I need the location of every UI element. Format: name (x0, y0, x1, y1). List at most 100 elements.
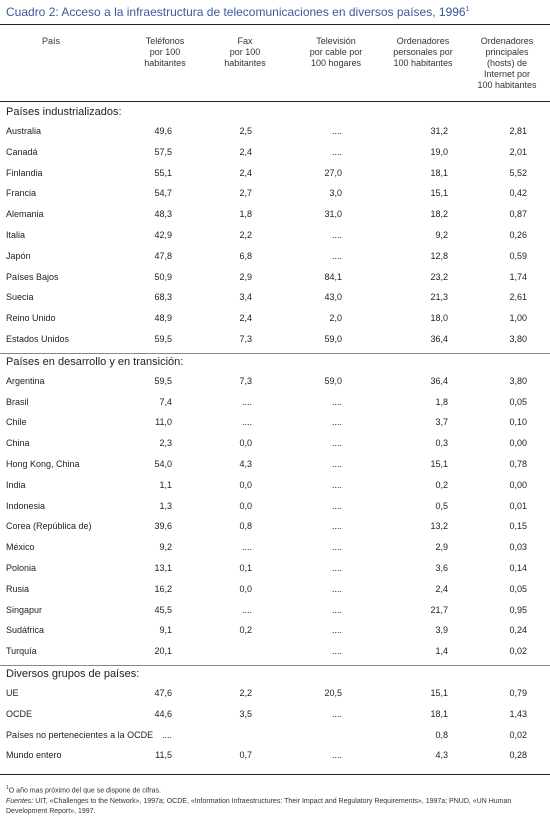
table-cell: 2,4 (239, 313, 252, 324)
table-cell: 0,00 (509, 479, 527, 490)
table-cell: 59,0 (324, 375, 342, 386)
table-cell: 18,2 (430, 209, 448, 220)
table-cell: 0,01 (509, 500, 527, 511)
table-cell: .... (331, 708, 342, 719)
table-cell: 1,8 (435, 396, 448, 407)
table-cell: 7,3 (239, 334, 252, 344)
table-cell: 0,0 (239, 438, 252, 449)
table-cell: 15,1 (430, 688, 448, 698)
table-cell: .... (331, 438, 342, 449)
row-country: Corea (República de) (6, 521, 92, 532)
column-header-1: Teléfonos por 100 habitantes (144, 36, 186, 68)
row-country: Turquía (6, 646, 37, 657)
table-cell: 0,8 (435, 729, 448, 740)
table-cell: 42,9 (154, 230, 172, 240)
section-heading: Países en desarrollo y en transición: (6, 355, 184, 368)
table-cell: 4,3 (435, 750, 448, 761)
table-cell: 2,2 (239, 230, 252, 240)
row-country: Países no pertenecientes a la OCDE (6, 729, 154, 740)
table-cell: .... (241, 417, 252, 428)
table-cell: 11,5 (155, 750, 172, 761)
table-cell: 59,5 (154, 375, 172, 386)
table-cell: 31,2 (430, 126, 448, 136)
table-cell: 3,7 (435, 417, 448, 428)
table-cell: 1,1 (159, 479, 172, 490)
table-cell: 0,15 (509, 521, 527, 532)
table-cell: 59,0 (324, 334, 342, 344)
table-cell: .... (331, 646, 342, 657)
row-country: UE (6, 688, 19, 698)
top-rule (0, 24, 550, 25)
table-cell: .... (331, 126, 342, 136)
bottom-rule (0, 774, 550, 775)
table-cell: 55,1 (154, 167, 172, 178)
table-cell: 0,24 (509, 625, 527, 636)
table-cell: 1,8 (239, 209, 252, 220)
table-cell: 0,1 (239, 563, 252, 573)
table-cell: 0,0 (239, 479, 252, 490)
table-cell: 21,7 (430, 604, 448, 615)
table-cell: 21,3 (430, 292, 448, 303)
table-title: Cuadro 2: Acceso a la infraestructura de… (6, 5, 470, 19)
table-cell: 57,5 (154, 146, 172, 157)
table-cell: 31,0 (324, 209, 342, 220)
row-country: Chile (6, 417, 27, 428)
table-cell: 0,05 (509, 583, 527, 594)
table-cell: .... (331, 417, 342, 428)
table-cell: 3,80 (509, 375, 527, 386)
table-cell: .... (331, 625, 342, 636)
table-cell: .... (331, 459, 342, 469)
table-cell: 3,0 (329, 188, 342, 199)
table-cell: 2,5 (239, 126, 252, 136)
table-cell: 2,81 (509, 126, 527, 136)
table-cell: 4,3 (239, 459, 252, 469)
table-cell: 0,78 (509, 459, 527, 469)
table-cell: 1,43 (509, 708, 527, 719)
row-country: México (6, 542, 35, 553)
table-cell: 12,8 (430, 250, 448, 261)
table-cell: 5,52 (509, 167, 527, 178)
column-header-5: Ordenadores principales (hosts) de Internet… (477, 36, 537, 90)
table-cell: 0,5 (435, 500, 448, 511)
column-header-0: País (42, 36, 61, 46)
table-cell: 0,26 (509, 230, 527, 240)
table-cell: 19,0 (430, 146, 448, 157)
row-country: Mundo entero (6, 750, 62, 761)
table-cell: 2,9 (239, 271, 252, 282)
table-cell: 49,6 (154, 126, 172, 136)
row-country: Alemania (6, 209, 44, 220)
table-cell: 0,79 (509, 688, 527, 698)
table-cell: 0,02 (509, 729, 527, 740)
table-cell: .... (331, 146, 342, 157)
table-cell: 36,4 (430, 334, 448, 344)
table-cell: .... (161, 729, 172, 740)
table-cell: 16,2 (154, 583, 172, 594)
table-cell: 36,4 (430, 375, 448, 386)
table-cell: 3,6 (435, 563, 448, 573)
table-cell: 11,0 (155, 417, 172, 428)
table-cell: 3,4 (239, 292, 252, 303)
table-cell: 0,02 (509, 646, 527, 657)
table-cell: 0,0 (239, 500, 252, 511)
table-cell: 0,28 (509, 750, 527, 761)
row-country: Estados Unidos (6, 334, 70, 344)
table-cell: 6,8 (239, 250, 252, 261)
row-country: Rusia (6, 583, 30, 594)
footnote-note: 1O año mas próximo del que se dispone de… (6, 785, 161, 795)
table-cell: .... (331, 396, 342, 407)
table-cell: 0,0 (239, 583, 252, 594)
row-country: Indonesia (6, 500, 46, 511)
table-cell: 0,8 (239, 521, 252, 532)
table-cell: 1,4 (435, 646, 448, 657)
table-cell: 2,01 (509, 146, 527, 157)
row-country: Francia (6, 188, 37, 199)
table-cell: 2,9 (435, 542, 448, 553)
row-country: Polonia (6, 563, 37, 573)
row-country: Reino Unido (6, 313, 56, 324)
row-country: Sudáfrica (6, 625, 45, 636)
table-cell: .... (331, 250, 342, 261)
table-cell: 7,3 (239, 375, 252, 386)
row-country: Argentina (6, 375, 45, 386)
table-cell: 48,9 (154, 313, 172, 324)
table-cell: 23,2 (430, 271, 448, 282)
